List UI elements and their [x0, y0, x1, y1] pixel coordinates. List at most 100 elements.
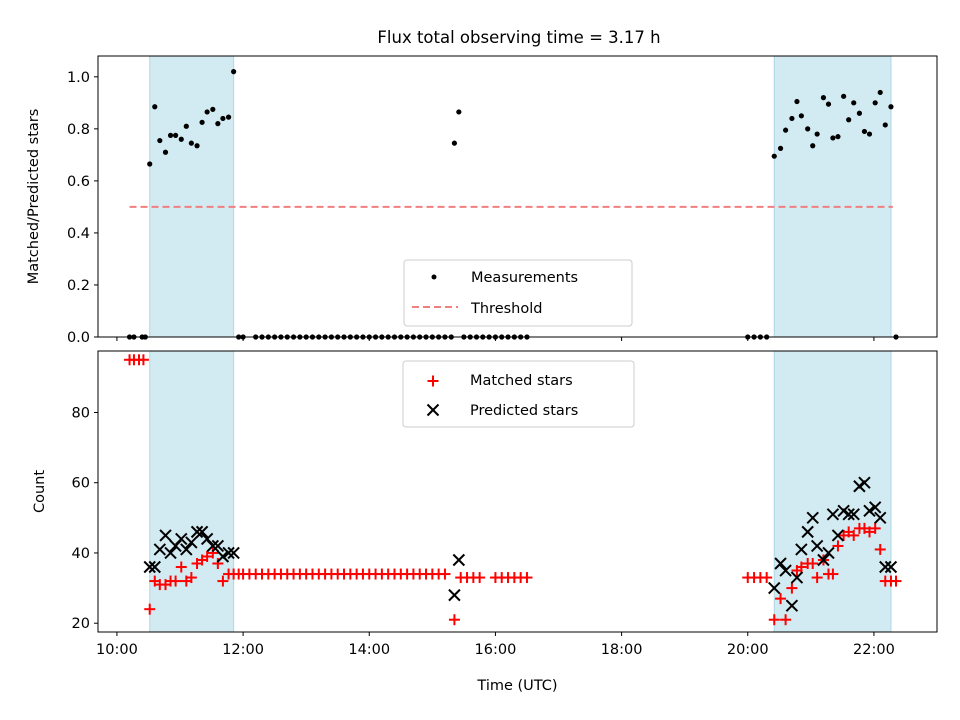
matched-star-point: [890, 575, 902, 587]
predicted-star-point: [795, 543, 808, 556]
predicted-star-point: [768, 581, 781, 595]
measurement-point: [199, 119, 205, 125]
x-axis-ticks: 10:00 12:00 14:00 16:00 18:00 20:00 22:00: [96, 632, 895, 658]
measurement-point: [825, 101, 832, 107]
predicted-star-point: [159, 529, 172, 542]
count-panel: 20 40 60 80 10:00 12:00 14:00 16:00 18:00 20:00 2…: [32, 350, 938, 694]
y-tick-label: 1.0: [67, 70, 90, 86]
predicted-star-point: [227, 546, 240, 560]
matched-star-point: [448, 614, 460, 626]
legend-marker-matched: [427, 375, 439, 387]
measurement-point: [231, 69, 237, 75]
measurement-point: [789, 115, 795, 122]
measurement-point: [771, 153, 777, 159]
matched-stars-points: [124, 354, 902, 626]
measurement-point: [798, 113, 804, 119]
plot-frame: [97, 350, 938, 633]
predicted-star-point: [790, 571, 804, 584]
measurement-point: [851, 100, 857, 106]
matched-star-point: [832, 540, 844, 552]
measurement-point: [846, 117, 852, 123]
matched-star-point: [775, 593, 787, 605]
matched-star-point: [185, 572, 197, 584]
predicted-star-point: [452, 553, 466, 567]
predicted-star-point: [143, 560, 156, 574]
measurement-point: [157, 137, 163, 144]
predicted-star-point: [190, 525, 204, 539]
predicted-star-point: [863, 504, 876, 518]
y-tick-label: 0.8: [67, 122, 90, 138]
y-axis-label: Matched/Predicted stars: [26, 109, 42, 285]
predicted-star-point: [180, 543, 193, 556]
observing-interval: [773, 350, 892, 633]
measurement-point: [152, 104, 158, 110]
matched-star-point: [474, 572, 486, 584]
y-axis-ticks: 0.0 0.2 0.4 0.6 0.8 1.0: [67, 70, 98, 346]
matched-star-point: [170, 575, 182, 587]
predicted-star-point: [779, 564, 792, 577]
predicted-star-point: [216, 550, 230, 563]
predicted-star-point: [858, 476, 871, 489]
predicted-star-point: [810, 539, 824, 553]
y-axis-ticks: 20 40 60 80: [72, 405, 98, 632]
predicted-star-point: [817, 553, 830, 567]
predicted-star-point: [206, 539, 220, 553]
measurement-point: [877, 89, 883, 96]
measurement-point: [167, 132, 174, 138]
matched-star-point: [207, 547, 219, 559]
predicted-star-point: [148, 560, 161, 574]
predicted-star-point: [874, 511, 887, 525]
measurement-point: [856, 110, 863, 116]
matched-star-point: [869, 522, 881, 534]
measurement-point: [835, 134, 841, 140]
measurement-point: [882, 122, 888, 128]
matched-star-point: [848, 529, 860, 541]
matched-star-point: [780, 614, 792, 626]
matched-star-point: [811, 572, 823, 584]
predicted-star-point: [826, 508, 840, 521]
predicted-stars-points: [143, 476, 898, 612]
predicted-star-point: [448, 588, 461, 602]
measurement-point: [456, 109, 462, 115]
y-tick-label: 40: [72, 546, 90, 562]
measurement-point: [220, 115, 226, 122]
predicted-star-point: [185, 536, 198, 549]
measurement-point: [810, 143, 816, 149]
predicted-star-point: [879, 560, 892, 574]
measurement-point: [888, 104, 894, 110]
predicted-star-point: [847, 508, 860, 521]
y-tick-label: 20: [72, 616, 90, 632]
legend-marker-measurements: [431, 274, 437, 280]
x-tick-label: 18:00: [601, 642, 643, 658]
legend-label-threshold: Threshold: [470, 301, 542, 317]
predicted-star-point: [868, 501, 882, 514]
measurement-point: [872, 100, 878, 106]
measurement-point: [172, 132, 179, 138]
matched-star-point: [137, 354, 149, 366]
legend-label-measurements: Measurements: [471, 270, 578, 286]
matched-star-point: [768, 614, 780, 626]
matched-star-point: [761, 572, 773, 584]
measurement-point: [866, 131, 873, 137]
predicted-star-point: [801, 525, 814, 539]
matched-star-point: [827, 568, 839, 580]
legend-label-matched: Matched stars: [470, 373, 573, 389]
measurement-point: [215, 121, 221, 127]
y-tick-label: 0.0: [67, 330, 90, 346]
predicted-star-point: [831, 529, 845, 542]
x-axis-ticks: [116, 337, 875, 341]
y-tick-label: 0.4: [67, 226, 90, 242]
measurement-point: [225, 114, 232, 120]
x-tick-label: 22:00: [853, 642, 895, 658]
x-axis-label: Time (UTC): [476, 678, 557, 694]
matched-star-point: [217, 575, 229, 587]
measurement-point: [178, 136, 184, 142]
predicted-star-point: [211, 539, 225, 553]
y-tick-label: 0.2: [67, 278, 90, 294]
predicted-star-point: [785, 599, 799, 612]
x-tick-label: 10:00: [96, 642, 138, 658]
predicted-star-point: [195, 525, 209, 539]
matched-star-point: [439, 568, 451, 580]
predicted-star-point: [774, 557, 787, 570]
